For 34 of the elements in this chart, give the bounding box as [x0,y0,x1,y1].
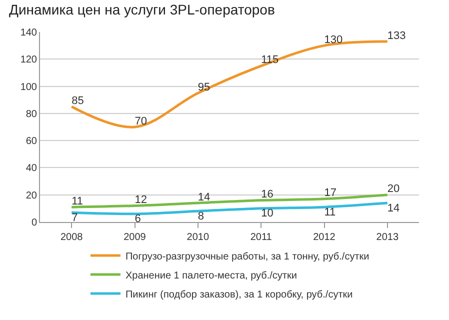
y-tick-label: 140 [20,28,38,38]
y-tick-label: 80 [26,108,38,120]
data-label: 20 [387,183,400,196]
data-label: 130 [324,34,343,46]
data-label: 70 [134,115,147,128]
y-tick-label: 60 [26,136,38,148]
data-label: 14 [198,191,210,204]
data-label: 16 [261,188,274,201]
data-label: 8 [198,210,204,222]
data-label: 6 [134,213,141,226]
y-tick-label: 100 [20,82,38,93]
y-tick-label: 120 [20,54,38,66]
y-tick-label: 40 [26,163,38,174]
legend-label: Хранение 1 палето-места, руб./сутки [125,270,297,282]
x-tick-label: 2013 [376,232,399,243]
data-label: 133 [387,30,406,42]
legend-label: Погрузо-разгрузочные работы, за 1 тонну, руб./сутки [125,251,370,262]
data-label: 85 [72,94,84,107]
x-tick-label: 2010 [186,232,210,243]
data-label: 14 [387,202,400,214]
x-tick-label: 2008 [60,232,84,243]
x-tick-label: 2012 [313,232,336,243]
data-label: 17 [324,187,336,200]
y-tick-label: 20 [26,190,38,202]
x-tick-label: 2011 [250,232,272,243]
legend-label: Пикинг (подбор заказов), за 1 коробку, руб./сутки [125,289,353,300]
data-label: 10 [261,208,274,220]
data-label: 11 [324,206,336,218]
data-label: 12 [134,194,147,206]
data-label: 7 [72,212,78,224]
data-label: 11 [72,195,83,208]
y-tick-label: 0 [31,218,38,228]
chart-title: Динамика цен на услуги 3PL-операторов [8,2,275,18]
x-tick-label: 2009 [124,232,146,243]
